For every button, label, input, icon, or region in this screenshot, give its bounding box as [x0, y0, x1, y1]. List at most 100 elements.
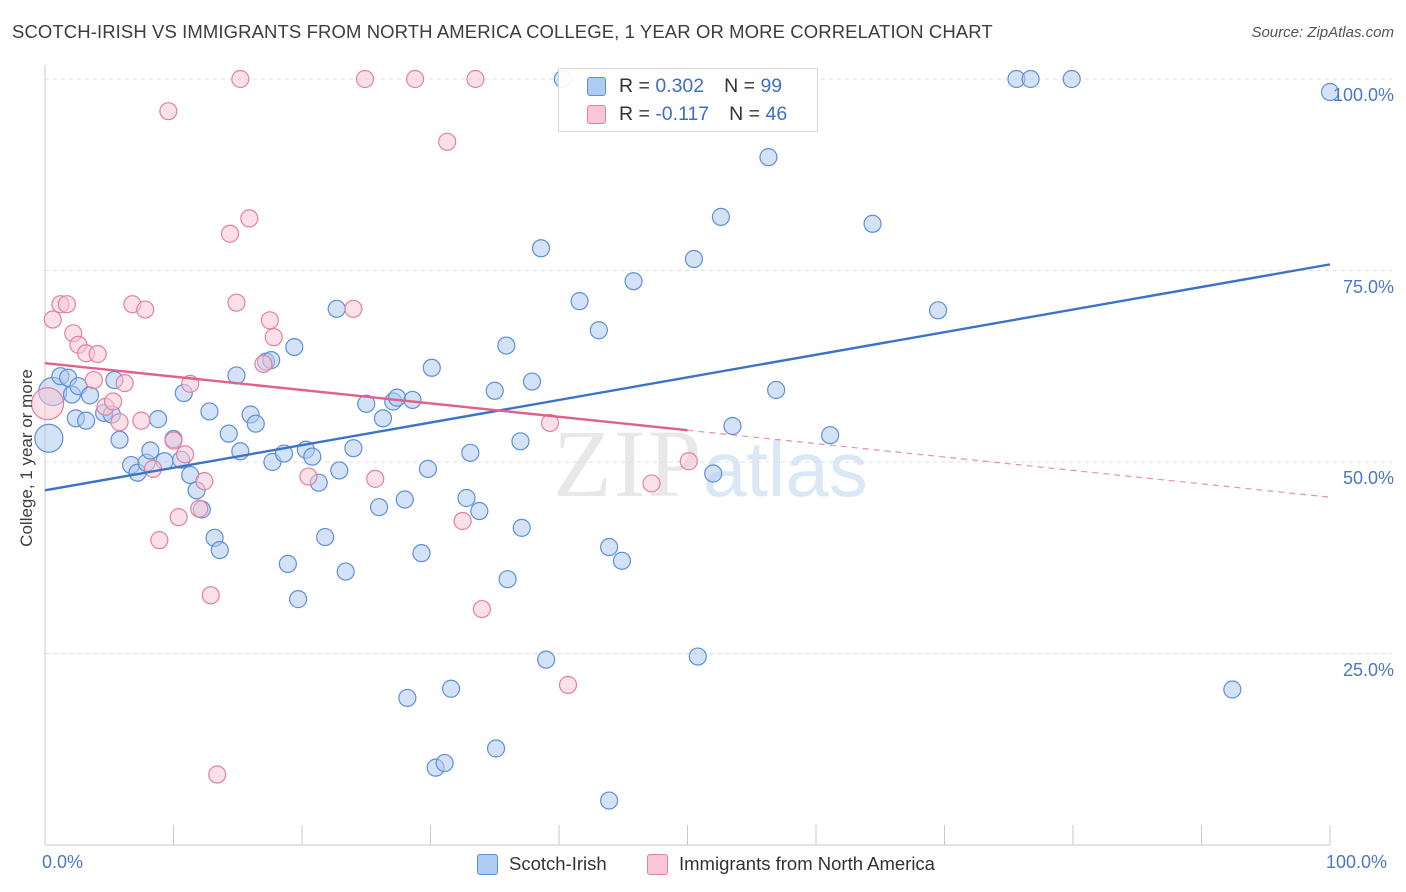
scotch-irish-point	[1021, 69, 1040, 89]
immigrants-point	[115, 374, 134, 393]
scotch-irish-point	[470, 501, 489, 521]
scotch-irish-point	[398, 688, 417, 708]
watermark-zip: ZIP	[553, 410, 703, 517]
immigrants-point	[438, 132, 457, 151]
immigrants-point	[366, 469, 385, 488]
immigrants-point	[143, 459, 163, 478]
legend-r-label: R =	[619, 102, 650, 125]
scotch-irish-point	[435, 753, 454, 773]
scotch-irish-point	[422, 358, 441, 377]
scotch-irish-point	[110, 430, 129, 449]
scotch-irish-point	[512, 518, 531, 537]
scotch-irish-point	[246, 414, 265, 433]
immigrants-point	[540, 413, 560, 433]
scotch-irish-point	[278, 554, 297, 573]
scotch-irish-point	[441, 679, 461, 698]
scotch-irish-point	[928, 301, 948, 320]
immigrants-point	[355, 69, 375, 89]
watermark-atlas: atlas	[703, 425, 868, 513]
bottom-legend-label-scotch-irish: Scotch-Irish	[509, 853, 607, 874]
immigrants-point	[132, 411, 151, 430]
scotch-irish-point	[497, 336, 516, 355]
scotch-irish-point	[303, 447, 322, 466]
y-tick-label-75: 75.0%	[1342, 276, 1394, 297]
scotch-irish-point	[330, 461, 349, 480]
legend-r-label: R =	[619, 74, 650, 97]
scotch-irish-point	[148, 410, 168, 429]
immigrants-point	[201, 586, 220, 605]
immigrants-point	[150, 531, 169, 550]
legend-n-label: N =	[724, 74, 756, 97]
immigrants-point	[30, 387, 65, 421]
scotch-irish-point	[711, 207, 731, 226]
immigrants-point	[472, 599, 491, 619]
immigrants-point	[231, 69, 250, 89]
scotch-irish-point	[723, 416, 742, 436]
scotch-irish-point	[412, 544, 431, 563]
scotch-irish-point	[1062, 69, 1081, 89]
legend-row-scotch-irish: R = 0.302 N = 99	[587, 74, 782, 98]
immigrants-point	[190, 499, 209, 518]
scotch-irish-point	[531, 239, 551, 258]
scotch-irish-point	[77, 411, 96, 430]
immigrants-point	[164, 431, 183, 450]
scotch-irish-point	[600, 791, 619, 810]
scotch-irish-point	[522, 372, 542, 391]
bottom-legend-label-immigrants: Immigrants from North America	[679, 853, 935, 874]
scotch-irish-point	[289, 590, 308, 609]
immigrants-point	[220, 224, 240, 243]
immigrants-point	[642, 474, 661, 493]
y-axis-label: College, 1 year or more	[17, 369, 36, 547]
bottom-legend-swatch-scotch-irish	[477, 853, 498, 875]
immigrants-point	[264, 328, 283, 347]
scotch-irish-point	[373, 409, 393, 428]
immigrants-point	[195, 472, 214, 491]
scotch-irish-point	[684, 249, 704, 269]
immigrants-point	[260, 311, 279, 330]
bottom-legend-scotch-irish: Scotch-Irish	[477, 852, 607, 876]
immigrants-point	[175, 445, 195, 464]
immigrants-point	[43, 310, 62, 329]
immigrants-point	[299, 467, 318, 486]
scotch-irish-point	[1223, 680, 1242, 699]
scotch-irish-point	[624, 272, 643, 291]
scotch-irish-point	[141, 441, 160, 460]
scotch-irish-point	[537, 650, 556, 669]
scotch-irish-point	[511, 432, 530, 451]
stats-legend: R = 0.302 N = 99 R = -0.117 N = 46	[558, 68, 818, 132]
scotch-irish-point	[357, 394, 376, 413]
immigrants-point	[405, 69, 425, 89]
immigrants-point	[84, 370, 103, 390]
legend-swatch-immigrants	[587, 104, 606, 124]
x-tick-max: 100.0%	[1326, 852, 1388, 872]
immigrants-point	[679, 452, 698, 471]
legend-row-immigrants: R = -0.117 N = 46	[587, 102, 787, 126]
immigrants-point	[110, 413, 129, 432]
immigrants-point	[104, 392, 123, 411]
scotch-irish-point	[80, 386, 100, 405]
scotch-irish-point	[759, 148, 778, 167]
immigrants-trendline	[44, 361, 688, 432]
scotch-irish-point	[34, 423, 64, 453]
scotch-irish-point	[344, 439, 363, 458]
scotch-irish-point	[498, 570, 517, 589]
scotch-irish-point	[863, 214, 882, 233]
scotch-irish-point	[570, 292, 589, 311]
immigrants-point	[453, 511, 472, 531]
scotch-irish-point	[461, 443, 480, 462]
scotch-irish-trendline	[44, 263, 1331, 492]
scotch-irish-point	[316, 527, 335, 547]
x-tick-min: 0.0%	[42, 852, 84, 872]
immigrants-point	[169, 508, 188, 527]
immigrants-point	[254, 354, 273, 374]
scotch-irish-point	[704, 464, 723, 483]
scotch-irish-point	[200, 402, 219, 421]
scotch-irish-point	[418, 459, 438, 478]
immigrants-point	[208, 765, 227, 784]
y-tick-label-50: 50.0%	[1342, 468, 1394, 488]
scotch-irish-point	[387, 388, 407, 407]
legend-n-label: N =	[729, 102, 761, 125]
immigrants-point	[159, 102, 178, 121]
immigrants-point	[136, 300, 155, 319]
